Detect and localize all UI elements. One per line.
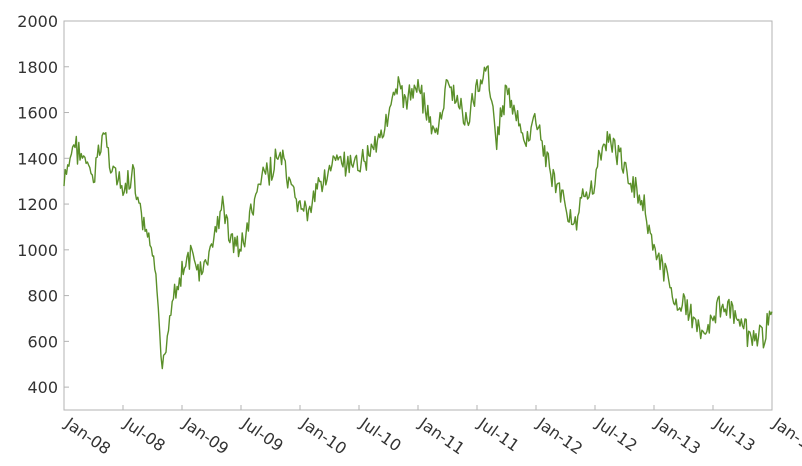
y-tick-label: 1800 <box>17 58 58 77</box>
y-tick-label: 600 <box>27 332 58 351</box>
y-tick-label: 1200 <box>17 195 58 214</box>
x-tick-label: Jan-10 <box>297 413 350 458</box>
y-tick-label: 2000 <box>17 12 58 31</box>
x-tick-label: Jul-13 <box>710 413 759 455</box>
x-tick-label: Jul-12 <box>592 413 641 455</box>
x-tick-label: Jul-09 <box>238 413 287 455</box>
y-tick-label: 1000 <box>17 241 58 260</box>
y-tick-label: 1600 <box>17 104 58 123</box>
y-axis: 400 600 800 1000 1200 1400 1600 1800 2000 <box>17 12 69 397</box>
y-tick-label: 400 <box>27 378 58 397</box>
x-tick-label: Jul-10 <box>356 413 405 455</box>
x-tick-label: Jan-12 <box>533 413 586 458</box>
x-tick-label: Jul-08 <box>120 413 169 455</box>
x-axis: Jan-08 Jul-08 Jan-09 Jul-09 Jan-10 Jul-10 Jan-… <box>61 405 802 458</box>
x-tick-label: Jan-14 <box>769 413 802 458</box>
y-tick-label: 800 <box>27 287 58 306</box>
x-tick-label: Jan-11 <box>415 413 468 458</box>
series-line <box>63 65 773 370</box>
series-layer <box>63 65 773 370</box>
x-tick-label: Jan-13 <box>651 413 704 458</box>
x-tick-label: Jul-11 <box>474 413 523 455</box>
x-tick-label: Jan-09 <box>179 413 232 458</box>
x-tick-label: Jan-08 <box>61 413 114 458</box>
y-tick-label: 1400 <box>17 149 58 168</box>
